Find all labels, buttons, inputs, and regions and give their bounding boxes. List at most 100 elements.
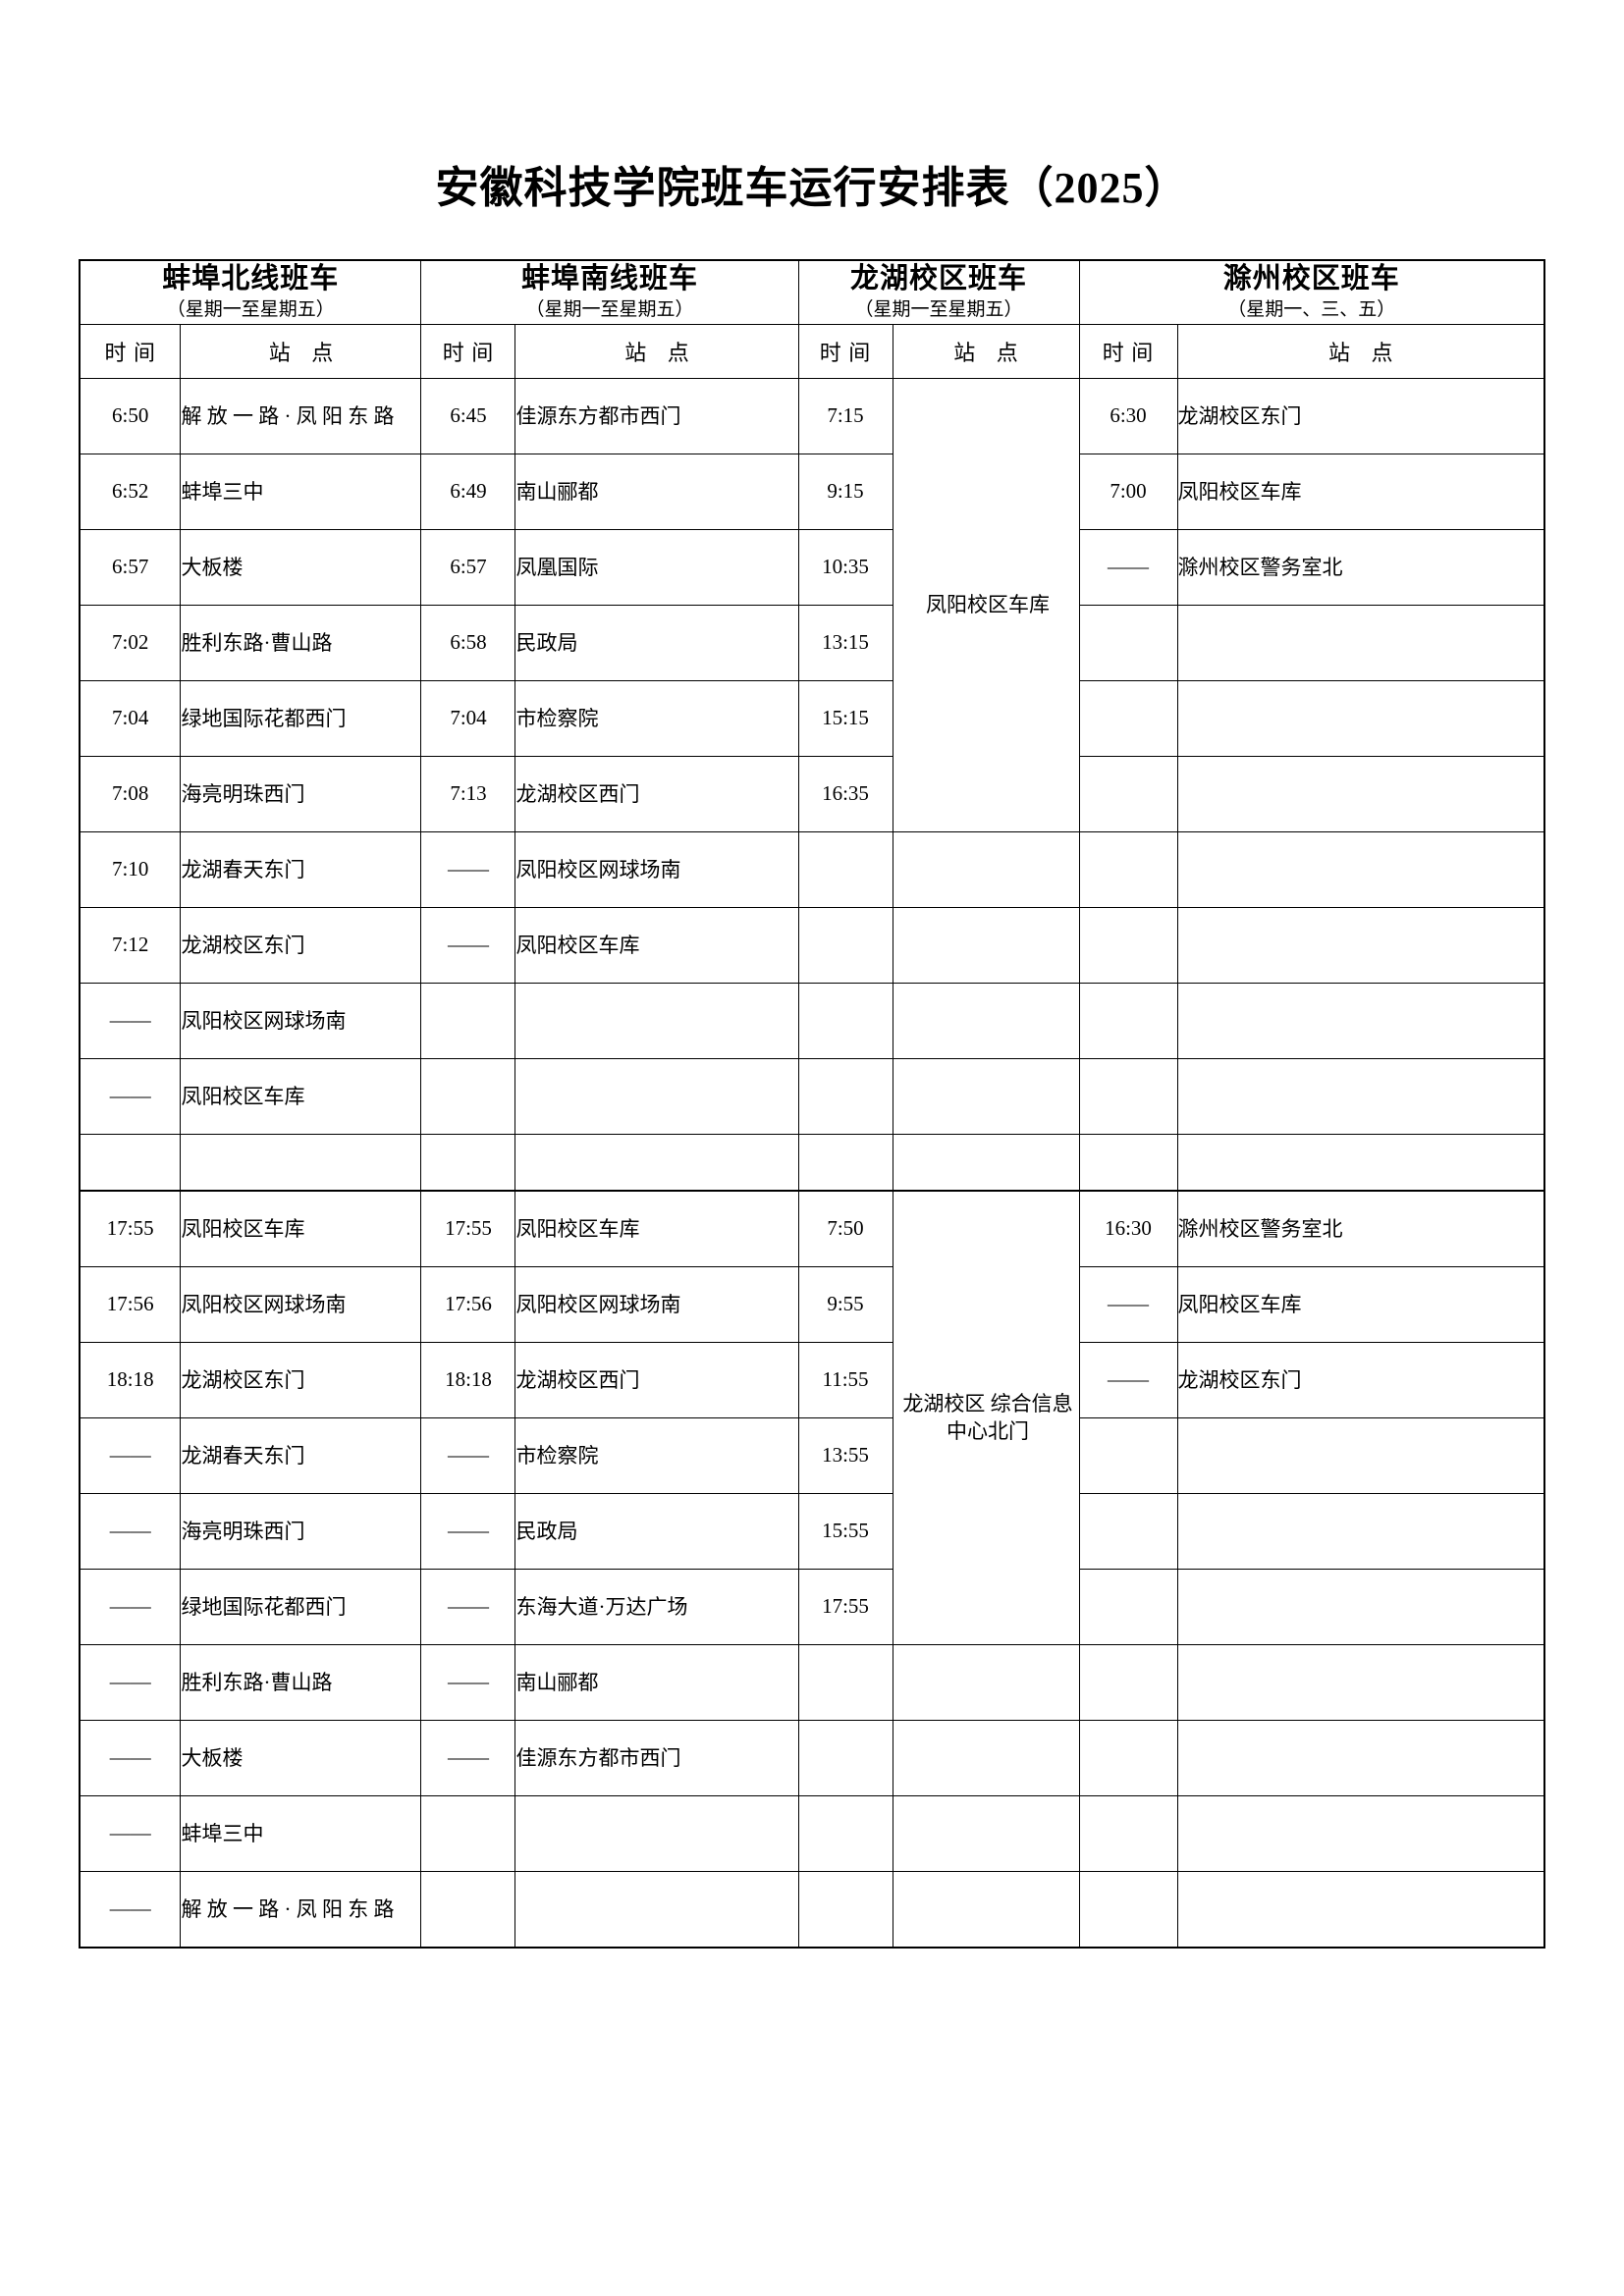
cell-time: 17:55 — [79, 1189, 182, 1267]
cell-time: 7:08 — [79, 755, 182, 832]
group-header-bengbu-north: 蚌埠北线班车 （星期一至星期五） — [79, 259, 422, 325]
cell-stop: 南山郦都 — [514, 1643, 799, 1721]
table-body: 6:50 解 放 一 路 · 凤 阳 东 路 6:45 佳源东方都市西门 7:1… — [79, 377, 1545, 1949]
cell-time: 17:56 — [420, 1265, 516, 1343]
cell-stop — [1176, 604, 1545, 681]
cell-time: —— — [420, 1416, 516, 1494]
table-row: 6:57 大板楼 6:57 凤凰国际 10:35 —— 滁州校区警务室北 — [79, 528, 1545, 606]
cell-time — [420, 1133, 516, 1192]
col-header-stop-1: 站 点 — [180, 323, 422, 379]
cell-stop: 大板楼 — [180, 528, 422, 606]
cell-time: 6:45 — [420, 377, 516, 454]
cell-stop: 龙湖校区东门 — [1176, 377, 1545, 454]
table-row: —— 龙湖春天东门 —— 市检察院 13:55 — [79, 1416, 1545, 1494]
cell-stop: 凤阳校区车库 — [180, 1057, 422, 1135]
cell-stop — [1176, 1416, 1545, 1494]
cell-time: —— — [79, 1416, 182, 1494]
group-subtitle: （星期一至星期五） — [525, 299, 694, 321]
cell-stop: 凤阳校区车库 — [514, 906, 799, 984]
table-row: —— 凤阳校区车库 — [79, 1057, 1545, 1135]
cell-time — [420, 1870, 516, 1949]
cell-time: 9:55 — [797, 1265, 893, 1343]
cell-time — [420, 1057, 516, 1135]
group-subtitle: （星期一至星期五） — [854, 299, 1023, 321]
cell-time: —— — [1078, 1341, 1178, 1418]
cell-stop: 凤阳校区网球场南 — [180, 982, 422, 1059]
cell-stop: 海亮明珠西门 — [180, 1492, 422, 1570]
cell-time — [1078, 1719, 1178, 1796]
page-title: 安徽科技学院班车运行安排表（2025） — [435, 164, 1189, 212]
cell-stop: 解 放 一 路 · 凤 阳 东 路 — [180, 1870, 422, 1949]
cell-time: 13:55 — [797, 1416, 893, 1494]
cell-stop — [892, 982, 1080, 1059]
cell-time: 7:12 — [79, 906, 182, 984]
cell-stop — [514, 1794, 799, 1872]
col-header-stop-4: 站 点 — [1176, 323, 1545, 379]
table-row: —— 绿地国际花都西门 —— 东海大道·万达广场 17:55 — [79, 1568, 1545, 1645]
col-header-time-3: 时 间 — [797, 323, 893, 379]
cell-time — [797, 1057, 893, 1135]
cell-time: —— — [1078, 1265, 1178, 1343]
group-title: 滁州校区班车 — [1222, 263, 1400, 294]
cell-stop: 胜利东路·曹山路 — [180, 1643, 422, 1721]
cell-time: 7:10 — [79, 830, 182, 908]
cell-stop — [1176, 1133, 1545, 1192]
cell-stop — [180, 1133, 422, 1192]
table-row: 7:02 胜利东路·曹山路 6:58 民政局 13:15 — [79, 604, 1545, 681]
col-header-stop-3: 站 点 — [892, 323, 1080, 379]
cell-time: 15:15 — [797, 679, 893, 757]
cell-time: 7:04 — [420, 679, 516, 757]
cell-stop: 凤阳校区网球场南 — [180, 1265, 422, 1343]
cell-stop: 佳源东方都市西门 — [514, 1719, 799, 1796]
cell-time: 9:15 — [797, 453, 893, 530]
cell-stop-merged: 龙湖校区 综合信息中心北门 — [892, 1189, 1080, 1645]
cell-time: 17:56 — [79, 1265, 182, 1343]
table-row: 18:18 龙湖校区东门 18:18 龙湖校区西门 11:55 —— 龙湖校区东… — [79, 1341, 1545, 1418]
cell-time: —— — [79, 1870, 182, 1949]
cell-time — [420, 1794, 516, 1872]
col-header-time-2: 时 间 — [420, 323, 516, 379]
cell-stop — [892, 1133, 1080, 1192]
cell-stop: 凤阳校区网球场南 — [514, 830, 799, 908]
col-header-time-1: 时 间 — [79, 323, 182, 379]
table-row: —— 胜利东路·曹山路 —— 南山郦都 — [79, 1643, 1545, 1721]
cell-stop — [892, 1057, 1080, 1135]
cell-time: —— — [420, 1643, 516, 1721]
table-row-spacer — [79, 1133, 1545, 1192]
cell-stop: 绿地国际花都西门 — [180, 679, 422, 757]
cell-time: —— — [420, 830, 516, 908]
cell-time: 6:50 — [79, 377, 182, 454]
cell-stop — [892, 906, 1080, 984]
cell-time: 18:18 — [79, 1341, 182, 1418]
cell-time: 7:15 — [797, 377, 893, 454]
cell-stop: 海亮明珠西门 — [180, 755, 422, 832]
cell-time: 16:30 — [1078, 1189, 1178, 1267]
cell-stop — [1176, 982, 1545, 1059]
cell-time — [1078, 1568, 1178, 1645]
cell-time — [797, 1719, 893, 1796]
cell-time: 17:55 — [420, 1189, 516, 1267]
cell-stop: 东海大道·万达广场 — [514, 1568, 799, 1645]
cell-time — [1078, 755, 1178, 832]
cell-time: —— — [79, 982, 182, 1059]
cell-stop: 龙湖校区西门 — [514, 755, 799, 832]
cell-stop: 大板楼 — [180, 1719, 422, 1796]
cell-stop: 龙湖春天东门 — [180, 1416, 422, 1494]
cell-stop-merged: 凤阳校区车库 — [892, 377, 1080, 832]
cell-stop: 凤阳校区车库 — [1176, 1265, 1545, 1343]
cell-stop: 龙湖校区东门 — [1176, 1341, 1545, 1418]
cell-time: 6:58 — [420, 604, 516, 681]
group-header-longhu-campus: 龙湖校区班车 （星期一至星期五） — [797, 259, 1080, 325]
cell-time: 6:49 — [420, 453, 516, 530]
cell-stop: 蚌埠三中 — [180, 453, 422, 530]
cell-time — [1078, 679, 1178, 757]
cell-time — [797, 1870, 893, 1949]
cell-stop: 凤阳校区车库 — [1176, 453, 1545, 530]
cell-time: 11:55 — [797, 1341, 893, 1418]
cell-time: 13:15 — [797, 604, 893, 681]
cell-stop — [514, 1057, 799, 1135]
cell-stop: 蚌埠三中 — [180, 1794, 422, 1872]
table-row: —— 海亮明珠西门 —— 民政局 15:55 — [79, 1492, 1545, 1570]
cell-stop: 南山郦都 — [514, 453, 799, 530]
cell-stop — [1176, 1568, 1545, 1645]
